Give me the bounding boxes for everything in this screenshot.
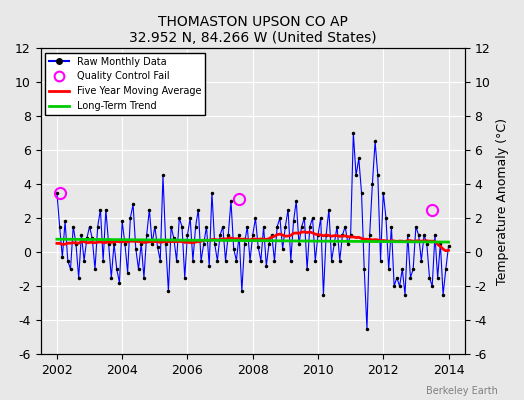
Title: THOMASTON UPSON CO AP
32.952 N, 84.266 W (United States): THOMASTON UPSON CO AP 32.952 N, 84.266 W… xyxy=(129,15,377,45)
Text: Berkeley Earth: Berkeley Earth xyxy=(426,386,498,396)
Y-axis label: Temperature Anomaly (°C): Temperature Anomaly (°C) xyxy=(496,118,509,284)
Legend: Raw Monthly Data, Quality Control Fail, Five Year Moving Average, Long-Term Tren: Raw Monthly Data, Quality Control Fail, … xyxy=(46,53,205,115)
